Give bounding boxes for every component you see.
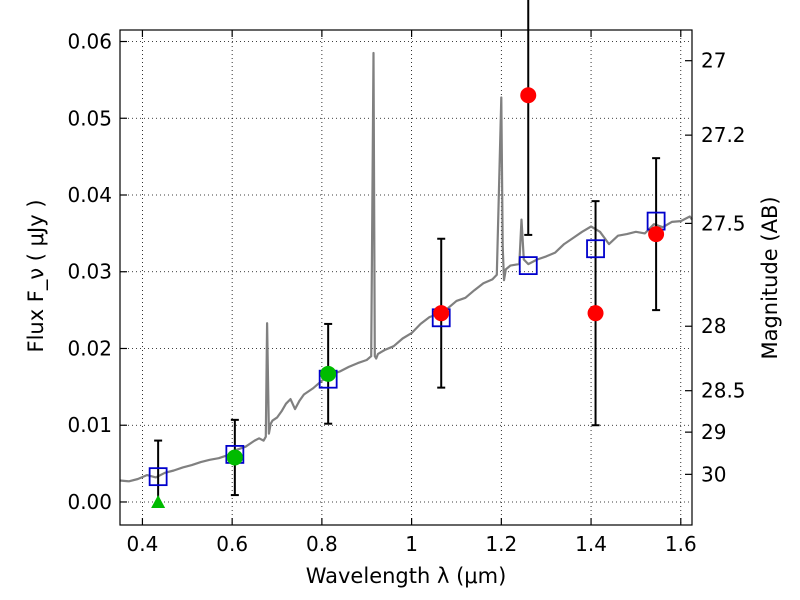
- x-tick-label: 1.6: [665, 532, 697, 556]
- y2-tick-label: 30: [701, 462, 726, 486]
- green-data-point: [226, 449, 243, 466]
- marker-layer: [148, 87, 666, 508]
- x-tick-label: 0.8: [306, 532, 338, 556]
- red-data-point: [587, 305, 604, 322]
- x-tick-label: 1: [405, 532, 418, 556]
- red-data-point: [520, 87, 537, 104]
- plot-border: [119, 29, 693, 526]
- x-axis-label: Wavelength λ (μm): [306, 564, 507, 588]
- y-tick-label: 0.05: [67, 106, 112, 130]
- y-tick-label: 0.00: [67, 490, 112, 514]
- y2-tick-label: 27: [701, 49, 726, 73]
- grid-layer: [120, 30, 692, 525]
- green-upper-limit-triangle: [151, 494, 166, 508]
- model-square-point: [148, 467, 168, 487]
- x-tick-label: 0.4: [127, 532, 159, 556]
- x-tick-label: 0.6: [216, 532, 248, 556]
- y2-tick-label: 29: [701, 420, 726, 444]
- y-tick-label: 0.01: [67, 413, 112, 437]
- y-tick-label: 0.06: [67, 30, 112, 54]
- red-data-point: [648, 226, 665, 243]
- y-tick-label: 0.04: [67, 183, 112, 207]
- y2-tick-label: 27.5: [701, 211, 746, 235]
- y2-tick-label: 28: [701, 314, 726, 338]
- y2-tick-label: 27.2: [701, 123, 746, 147]
- y-axis-label: Flux F_ν ( μJy ): [24, 199, 49, 352]
- tick-layer: 0.4 0.6 0.8 1 1.2 1.4 1.6 0.00 0.01 0.02 0.03 0.04 0…: [67, 30, 745, 556]
- green-data-point: [320, 365, 337, 382]
- spectrum-line: [119, 51, 693, 483]
- errorbar-layer: [154, 0, 661, 502]
- y2-axis-label: Magnitude (AB): [758, 196, 782, 359]
- y2-tick-label: 28.5: [701, 379, 746, 403]
- plot-frame: [119, 29, 693, 526]
- x-tick-label: 1.2: [485, 532, 517, 556]
- spectrum-layer: [119, 51, 693, 483]
- y-tick-label: 0.02: [67, 336, 112, 360]
- y-tick-label: 0.03: [67, 260, 112, 284]
- model-square-point: [586, 239, 605, 259]
- x-tick-label: 1.4: [575, 532, 607, 556]
- red-data-point: [433, 305, 450, 322]
- model-square-point: [518, 256, 538, 276]
